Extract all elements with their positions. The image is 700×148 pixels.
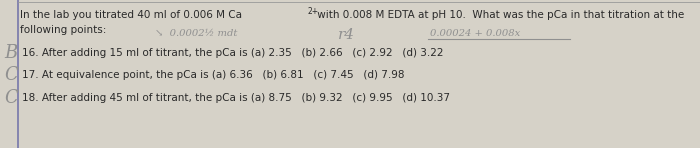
Text: 16. After adding 15 ml of titrant, the pCa is (a) 2.35   (b) 2.66   (c) 2.92   (: 16. After adding 15 ml of titrant, the p…	[22, 48, 444, 58]
Text: r4: r4	[338, 28, 355, 42]
Text: C: C	[4, 66, 18, 84]
Text: 2+: 2+	[308, 7, 319, 16]
Text: B: B	[4, 44, 18, 62]
Text: C: C	[4, 89, 18, 107]
Text: following points:: following points:	[20, 25, 106, 35]
Text: In the lab you titrated 40 ml of 0.006 M Ca: In the lab you titrated 40 ml of 0.006 M…	[20, 10, 242, 20]
Text: 0.00024 + 0.008x: 0.00024 + 0.008x	[430, 29, 520, 38]
Text: 17. At equivalence point, the pCa is (a) 6.36   (b) 6.81   (c) 7.45   (d) 7.98: 17. At equivalence point, the pCa is (a)…	[22, 70, 405, 80]
Text: ↘  0.0002½ mdt: ↘ 0.0002½ mdt	[155, 29, 237, 38]
Text: 18. After adding 45 ml of titrant, the pCa is (a) 8.75   (b) 9.32   (c) 9.95   (: 18. After adding 45 ml of titrant, the p…	[22, 93, 450, 103]
Text: with 0.008 M EDTA at pH 10.  What was the pCa in that titration at the: with 0.008 M EDTA at pH 10. What was the…	[314, 10, 685, 20]
